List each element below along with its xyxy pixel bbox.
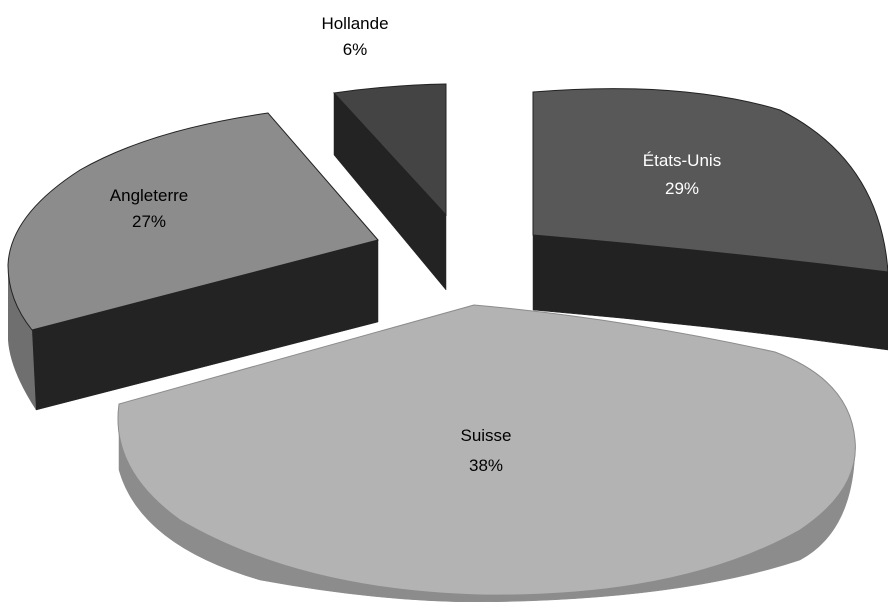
slice-angleterre — [7, 112, 379, 331]
slice-label-etats-unis: États-Unis — [643, 151, 721, 170]
slice-tops — [7, 83, 888, 596]
slice-suisse — [117, 304, 856, 596]
slice-hollande — [332, 83, 447, 217]
slice-sides — [8, 92, 888, 602]
slice-side-rim-angleterre — [8, 265, 36, 410]
slice-etats-unis — [532, 88, 888, 273]
slice-value-hollande: 6% — [343, 40, 368, 59]
slice-label-suisse: Suisse — [460, 426, 511, 445]
slice-label-hollande: Hollande — [321, 14, 388, 33]
slice-value-etats-unis: 29% — [665, 179, 699, 198]
slice-value-suisse: 38% — [469, 456, 503, 475]
slice-labels: États-Unis 29% Suisse 38% Angleterre 27%… — [110, 14, 721, 475]
slice-value-angleterre: 27% — [132, 212, 166, 231]
slice-label-angleterre: Angleterre — [110, 186, 188, 205]
